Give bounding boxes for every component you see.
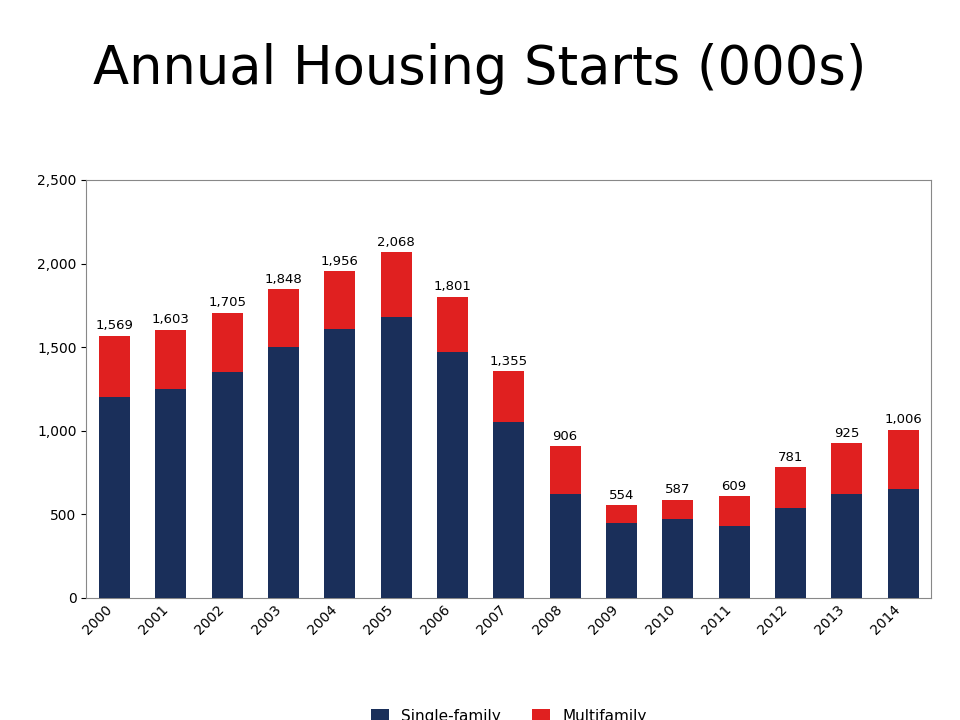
Bar — [606, 523, 636, 598]
Legend: Single-family, Multifamily: Single-family, Multifamily — [371, 708, 647, 720]
Bar — [493, 372, 524, 422]
Bar — [606, 505, 636, 523]
Text: 1,006: 1,006 — [884, 413, 922, 426]
Text: 609: 609 — [722, 480, 747, 492]
Text: 906: 906 — [553, 430, 578, 443]
Bar — [550, 446, 581, 494]
Bar — [99, 397, 130, 598]
Bar — [381, 252, 412, 317]
Text: 1,355: 1,355 — [490, 355, 528, 368]
Bar — [662, 519, 693, 598]
Bar — [156, 389, 186, 598]
Text: 1,848: 1,848 — [265, 273, 302, 286]
Bar — [437, 297, 468, 352]
Text: 1,603: 1,603 — [152, 313, 190, 326]
Bar — [662, 500, 693, 519]
Bar — [775, 467, 805, 508]
Bar — [719, 526, 750, 598]
Bar — [99, 336, 130, 397]
Bar — [212, 372, 243, 598]
Text: 781: 781 — [778, 451, 804, 464]
Bar — [888, 430, 919, 489]
Bar — [831, 494, 862, 598]
Text: 1,569: 1,569 — [96, 319, 133, 332]
Bar — [437, 352, 468, 598]
Text: 1,801: 1,801 — [434, 280, 471, 294]
Bar — [888, 489, 919, 598]
Text: Annual Housing Starts (000s): Annual Housing Starts (000s) — [93, 43, 867, 95]
Bar — [324, 271, 355, 328]
Bar — [268, 289, 299, 347]
Bar — [493, 422, 524, 598]
Text: 1,956: 1,956 — [321, 255, 359, 268]
Bar — [550, 494, 581, 598]
Bar — [831, 443, 862, 494]
Text: 554: 554 — [609, 489, 635, 502]
Text: 1,705: 1,705 — [208, 297, 246, 310]
Text: 2,068: 2,068 — [377, 236, 415, 249]
Bar — [156, 330, 186, 389]
Text: 587: 587 — [665, 483, 690, 496]
Text: 925: 925 — [834, 427, 859, 440]
Bar — [324, 328, 355, 598]
Bar — [381, 317, 412, 598]
Bar — [719, 496, 750, 526]
Bar — [775, 508, 805, 598]
Bar — [268, 347, 299, 598]
Bar — [212, 312, 243, 372]
